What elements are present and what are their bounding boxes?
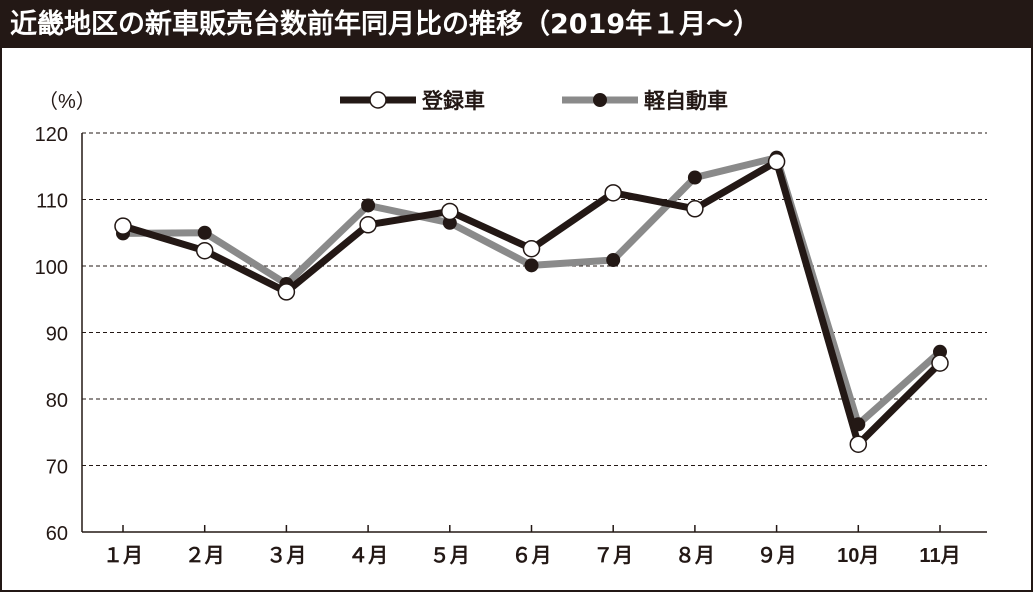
data-point xyxy=(195,241,214,260)
x-tick-label: ２月 xyxy=(185,545,225,567)
x-tick-label: ３月 xyxy=(266,545,306,567)
y-tick-label: 80 xyxy=(46,390,68,412)
data-point xyxy=(359,216,377,234)
x-tick-label: １月 xyxy=(103,545,143,567)
x-tick-label: ６月 xyxy=(512,545,552,567)
x-tick-labels: １月 ２月 ３月 ４月 ５月 ６月 ７月 ８月 ９月 10月 11月 xyxy=(103,545,961,567)
x-tick-label: 10月 xyxy=(837,545,879,567)
x-tick-label: ５月 xyxy=(430,545,470,567)
legend-label: 登録車 xyxy=(421,89,485,113)
y-tick-label: 60 xyxy=(46,523,68,545)
legend: 登録車 軽自動車 xyxy=(340,89,728,113)
data-point xyxy=(687,170,702,185)
data-point xyxy=(197,225,212,240)
y-tick-label: 70 xyxy=(46,457,68,479)
data-point xyxy=(606,253,621,268)
legend-item: 軽自動車 xyxy=(562,89,728,113)
legend-marker xyxy=(593,93,607,107)
data-point xyxy=(767,152,786,171)
chart-title: 近畿地区の新車販売台数前年同月比の推移（2019年１月～） xyxy=(2,2,1031,48)
legend-item: 登録車 xyxy=(340,89,485,113)
data-point xyxy=(931,354,949,372)
y-tick-label: 90 xyxy=(46,324,68,346)
data-point xyxy=(686,200,704,218)
data-point xyxy=(524,258,539,273)
legend-marker xyxy=(369,91,387,109)
x-tick-label: ９月 xyxy=(757,545,797,567)
x-tick-label: ７月 xyxy=(593,545,633,567)
data-point xyxy=(849,435,868,453)
data-point xyxy=(114,217,132,235)
data-point xyxy=(277,283,296,301)
data-point xyxy=(522,239,541,258)
y-tick-labels: 60 70 80 90 100 110 120 xyxy=(35,124,68,545)
data-point xyxy=(851,417,866,432)
axes xyxy=(81,133,987,533)
y-axis-label: （%） xyxy=(38,90,96,113)
series-line xyxy=(121,158,943,448)
data-point xyxy=(441,202,459,221)
x-tick-label: ８月 xyxy=(675,545,715,567)
y-tick-label: 100 xyxy=(35,257,68,279)
y-tick-label: 120 xyxy=(35,124,68,146)
series xyxy=(114,150,949,453)
legend-label: 軽自動車 xyxy=(644,89,728,113)
data-point xyxy=(361,198,376,213)
data-point xyxy=(604,184,622,202)
x-tick-label: 11月 xyxy=(919,545,960,567)
y-tick-label: 110 xyxy=(36,191,68,213)
x-tick-label: ４月 xyxy=(348,545,388,567)
